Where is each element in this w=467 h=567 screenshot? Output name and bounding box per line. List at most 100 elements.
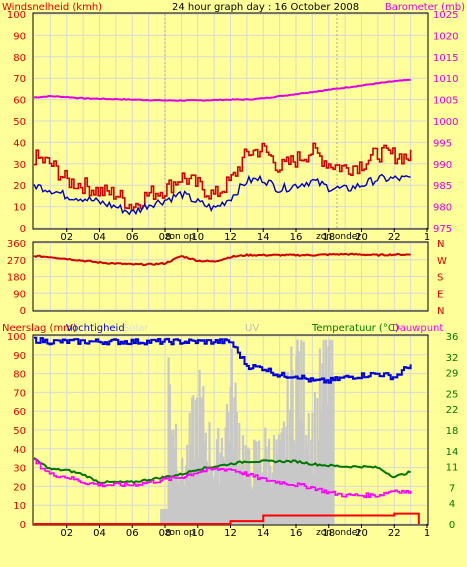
solar-bar xyxy=(225,404,228,524)
p1-left-tick: 40 xyxy=(13,138,26,149)
solar-bar xyxy=(197,457,200,524)
p1-right-tick: 985 xyxy=(433,181,452,192)
solar-bar xyxy=(260,473,263,524)
solar-bar xyxy=(165,508,168,524)
solar-bar xyxy=(297,351,300,524)
p1-left-tick: 10 xyxy=(13,203,26,214)
p1-left-tick: 20 xyxy=(13,181,26,192)
p2-left-tick: 90 xyxy=(13,289,26,300)
solar-bar xyxy=(250,489,253,524)
p1-left-tick: 0 xyxy=(20,224,26,235)
p3-x-tick-label: 20 xyxy=(355,528,368,539)
solar-bar xyxy=(270,487,273,524)
p3-left-tick: 40 xyxy=(13,445,26,456)
solar-bar xyxy=(201,398,204,524)
solar-bar xyxy=(269,465,272,524)
solar-bar xyxy=(306,446,309,524)
solar-bar xyxy=(193,461,196,524)
solar-bar xyxy=(198,369,201,524)
p1-left-tick: 70 xyxy=(13,74,26,85)
solar-bar xyxy=(174,423,178,524)
solar-bar xyxy=(209,471,212,524)
solar-bar xyxy=(317,441,320,524)
p1-left-axis-label: Windsnelheid (kmh) xyxy=(2,2,102,13)
p1-x-tick-label: 02 xyxy=(60,232,73,243)
solar-bar xyxy=(240,461,243,524)
solar-bar xyxy=(199,397,202,524)
solar-bar xyxy=(213,476,216,524)
solar-bar xyxy=(311,412,314,524)
solar-bar xyxy=(222,456,225,524)
p1-x-tick-label: 08 xyxy=(159,232,172,243)
wind-direction-series xyxy=(33,252,411,267)
solar-bar xyxy=(274,459,277,524)
solar-bar xyxy=(215,439,219,524)
p2-compass-letter: N xyxy=(437,239,444,250)
p1-right-tick: 990 xyxy=(433,160,452,171)
p1-right-tick: 1010 xyxy=(433,74,458,85)
solar-bar xyxy=(261,472,264,524)
p1-left-tick: 100 xyxy=(7,10,26,21)
solar-bar xyxy=(245,465,248,524)
solar-bar xyxy=(212,480,215,524)
p3-left-axis-label-rain: Neerslag (mm) xyxy=(2,323,77,334)
dewpoint-series xyxy=(34,458,412,499)
solar-bar xyxy=(223,461,226,524)
solar-bar xyxy=(236,470,240,524)
solar-bar xyxy=(313,392,317,524)
solar-bar xyxy=(235,411,238,524)
p3-right-tick: 14 xyxy=(446,447,459,458)
solar-bar xyxy=(230,348,233,524)
solar-bar xyxy=(277,434,281,524)
p1-x-tick-label: 20 xyxy=(355,232,368,243)
solar-bar xyxy=(210,467,214,524)
solar-bar xyxy=(320,413,323,524)
solar-bar xyxy=(332,382,335,524)
solar-bar xyxy=(254,440,257,524)
solar-bar xyxy=(255,441,258,524)
p1-x-tick-label: 12 xyxy=(224,232,237,243)
solar-bar xyxy=(248,449,251,524)
solar-bar xyxy=(266,478,269,524)
p2-left-tick: 270 xyxy=(7,256,26,267)
solar-bar xyxy=(301,421,304,524)
solar-bar xyxy=(272,435,276,524)
solar-bar xyxy=(324,339,328,524)
solar-bar xyxy=(227,412,230,524)
solar-bar xyxy=(307,412,310,524)
p3-x-tick-label: 18 xyxy=(322,528,335,539)
p3-x-tick-label: 16 xyxy=(290,528,303,539)
solar-bar xyxy=(326,403,329,524)
solar-bar xyxy=(286,371,289,524)
p1-left-tick: 30 xyxy=(13,160,26,171)
p3-left-tick: 30 xyxy=(13,464,26,475)
solar-bar xyxy=(264,427,267,524)
solar-bar xyxy=(321,363,324,524)
solar-bar xyxy=(287,463,290,524)
solar-bar xyxy=(281,428,284,524)
solar-bar xyxy=(188,412,191,524)
solar-bar xyxy=(323,373,326,524)
solar-bar xyxy=(305,435,308,524)
solar-bar xyxy=(310,439,313,524)
solar-bar xyxy=(168,384,171,524)
p1-right-tick: 1000 xyxy=(433,117,458,128)
solar-bar xyxy=(285,426,288,524)
solar-bar xyxy=(171,435,174,524)
p2-left-tick: 0 xyxy=(20,306,26,317)
solar-bar xyxy=(182,477,185,524)
p3-right-tick: 29 xyxy=(446,369,459,380)
solar-bar xyxy=(246,447,250,524)
chart-marks xyxy=(33,78,420,525)
solar-bar xyxy=(302,341,305,524)
p1-right-tick: 1015 xyxy=(433,53,458,64)
solar-bar xyxy=(315,465,318,524)
solar-bar xyxy=(331,339,334,524)
p3-right-tick: 7 xyxy=(449,483,455,494)
solar-bar xyxy=(208,422,211,524)
p3-right-tick: 18 xyxy=(446,426,459,437)
rain-series xyxy=(34,512,420,525)
solar-bar xyxy=(207,474,210,524)
p3-right-tick: 22 xyxy=(446,405,459,416)
